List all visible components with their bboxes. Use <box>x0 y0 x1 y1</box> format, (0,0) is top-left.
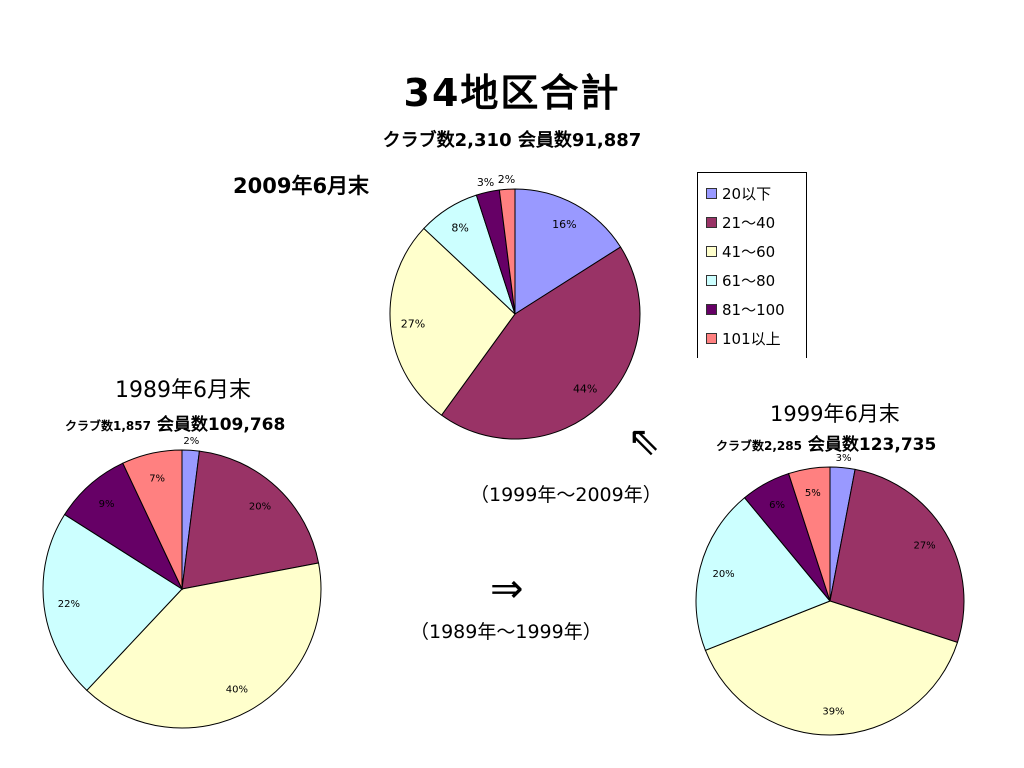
pie-slice-label: 44% <box>573 383 597 396</box>
pie-slice-label: 27% <box>913 541 935 552</box>
pie-1999-member-count: 会員数123,735 <box>807 435 937 455</box>
pie-slice <box>514 188 622 315</box>
pie-slice <box>498 188 516 315</box>
pie-1999-subtitle: クラブ数2,285 会員数123,735 <box>716 430 936 455</box>
chart-legend: 20以下 21～40 41～60 61～80 81～100 101以上 <box>697 172 807 358</box>
right-arrow-icon: ⇒ <box>490 566 524 612</box>
summary-2009: クラブ数2,310 会員数91,887 <box>382 130 642 151</box>
legend-item: 21～40 <box>706 208 806 237</box>
pie-1989-club-count: クラブ数1,857 <box>65 419 151 433</box>
legend-swatch <box>706 188 717 199</box>
pie-slice-label: 6% <box>769 500 785 511</box>
pie-slice <box>695 497 831 651</box>
legend-swatch <box>706 275 717 286</box>
legend-label: 61～80 <box>722 272 776 290</box>
pie-1989-subtitle: クラブ数1,857 会員数109,768 <box>65 410 285 435</box>
legend-label: 21～40 <box>722 214 776 232</box>
pie-slice-label: 40% <box>226 684 248 695</box>
pie-slice-label: 39% <box>822 706 844 717</box>
legend-label: 101以上 <box>722 330 781 348</box>
legend-swatch <box>706 217 717 228</box>
pie-slice <box>389 227 516 416</box>
pie-2009-title: 2009年6月末 <box>233 174 370 198</box>
pie-slice <box>86 562 322 729</box>
pie-slice-label: 22% <box>58 599 80 610</box>
pie-slice <box>122 449 183 590</box>
range-1989-1999: （1989年～1999年） <box>410 621 602 643</box>
legend-item: 101以上 <box>706 324 806 353</box>
pie-slice-label: 3% <box>477 176 494 189</box>
legend-item: 41～60 <box>706 237 806 266</box>
pie-slice <box>63 462 184 591</box>
range-1999-2009: （1999年～2009年） <box>470 484 662 506</box>
legend-label: 81～100 <box>722 301 785 319</box>
pie-slice-label: 3% <box>836 453 852 464</box>
pie-1999-title: 1999年6月末 <box>770 402 900 426</box>
pie-slice-label: 9% <box>99 499 115 510</box>
legend-item: 20以下 <box>706 179 806 208</box>
pie-slice-label: 5% <box>805 488 821 499</box>
pie-1999-club-count: クラブ数2,285 <box>716 439 802 453</box>
pie-slice <box>787 466 831 602</box>
pie-1989-member-count: 会員数109,768 <box>156 415 286 435</box>
pie-slice-label: 20% <box>249 501 271 512</box>
pie-slice-label: 2% <box>498 173 515 186</box>
legend-swatch <box>706 304 717 315</box>
pie-slice-label: 27% <box>401 317 425 330</box>
legend-item: 61～80 <box>706 266 806 295</box>
pie-slice-label: 20% <box>712 569 734 580</box>
pie-slice-label: 8% <box>451 221 468 234</box>
pie-slice <box>704 600 959 736</box>
pie-slice-label: 7% <box>149 473 165 484</box>
page-title: 34地区合計 <box>403 71 621 115</box>
legend-swatch <box>706 333 717 344</box>
pie-1989-title: 1989年6月末 <box>115 378 251 403</box>
legend-swatch <box>706 246 717 257</box>
legend-item: 81～100 <box>706 295 806 324</box>
pie-slice-label: 16% <box>552 218 576 231</box>
pie-slice <box>181 450 320 590</box>
pie-slice <box>829 468 965 644</box>
legend-label: 41～60 <box>722 243 776 261</box>
pie-slice <box>440 246 641 440</box>
legend-label: 20以下 <box>722 185 772 203</box>
pie-slice <box>42 513 183 692</box>
pie-slice-label: 2% <box>183 436 199 447</box>
